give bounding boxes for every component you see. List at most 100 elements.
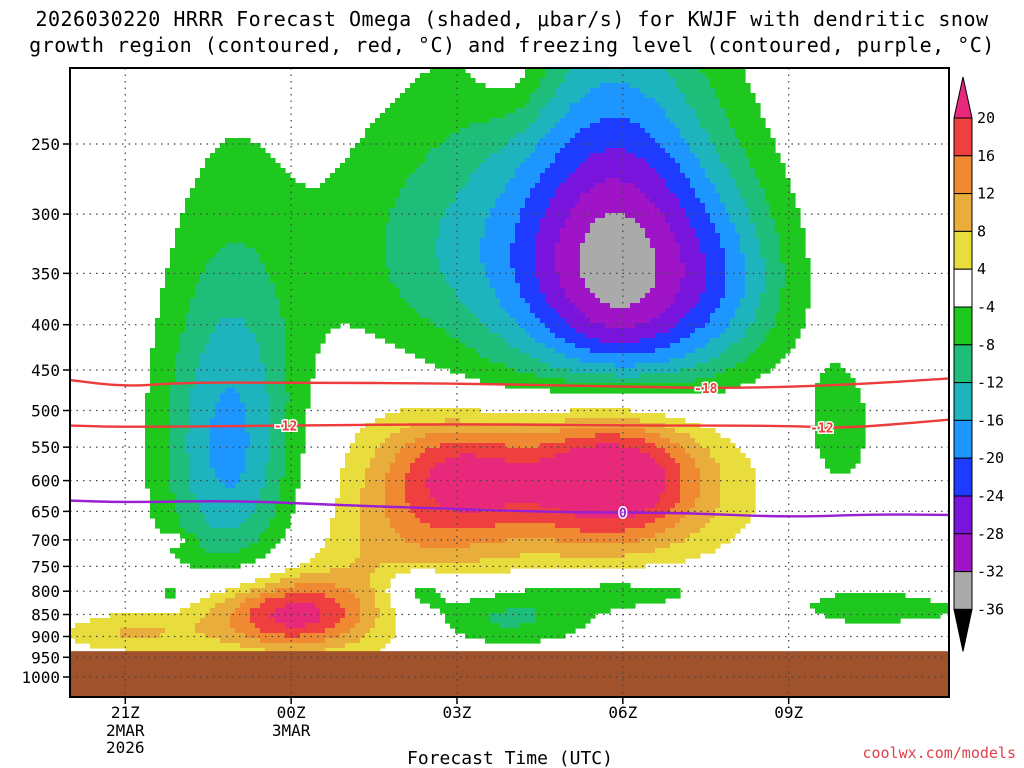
omega-cell [515,198,521,204]
omega-cell [285,233,291,239]
omega-cell [710,248,716,254]
omega-cell [210,218,216,224]
omega-cell [495,278,501,284]
omega-cell [615,173,621,179]
omega-cell [460,238,466,244]
omega-cell [605,143,611,149]
omega-cell [300,183,306,189]
omega-cell [755,153,761,159]
omega-cell [230,228,236,234]
omega-cell [265,253,271,259]
omega-cell [505,88,511,94]
omega-cell [740,283,746,289]
omega-cell [530,93,536,99]
omega-cell [585,88,591,94]
omega-cell [210,173,216,179]
omega-cell [175,303,181,309]
omega-cell [320,283,326,289]
omega-cell [425,138,431,144]
omega-cell [500,223,506,229]
omega-cell [245,228,251,234]
omega-cell [680,228,686,234]
omega-cell [470,158,476,164]
omega-cell [470,218,476,224]
omega-cell [725,98,731,104]
omega-cell [670,133,676,139]
omega-cell [730,73,736,79]
omega-cell [745,258,751,264]
omega-cell [780,233,786,239]
omega-cell [620,263,626,269]
omega-cell [560,243,566,249]
omega-cell [450,288,456,294]
omega-cell [365,178,371,184]
omega-cell [415,83,421,89]
omega-cell [760,213,766,219]
omega-cell [485,178,491,184]
omega-cell [180,258,186,264]
omega-cell [250,208,256,214]
omega-cell [745,193,751,199]
omega-cell [675,293,681,299]
omega-cell [380,118,386,124]
omega-cell [450,228,456,234]
omega-cell [515,158,521,164]
omega-cell [740,73,746,79]
omega-cell [530,148,536,154]
omega-cell [325,193,331,199]
omega-cell [310,188,316,194]
omega-cell [460,263,466,269]
omega-cell [705,228,711,234]
omega-cell [640,73,646,79]
omega-cell [460,288,466,294]
omega-cell [485,183,491,189]
omega-cell [470,263,476,269]
omega-cell [305,223,311,229]
omega-cell [355,158,361,164]
omega-cell [425,198,431,204]
omega-cell [575,223,581,229]
omega-cell [435,203,441,209]
omega-cell [395,253,401,259]
omega-cell [485,148,491,154]
omega-cell [665,158,671,164]
omega-cell [455,83,461,89]
omega-cell [690,268,696,274]
omega-cell [415,223,421,229]
omega-cell [415,268,421,274]
omega-cell [420,268,426,274]
omega-cell [425,278,431,284]
omega-cell [235,278,241,284]
omega-cell [495,263,501,269]
omega-cell [450,198,456,204]
omega-cell [640,283,646,289]
omega-cell [385,173,391,179]
omega-cell [630,173,636,179]
omega-cell [355,288,361,294]
omega-cell [695,73,701,79]
omega-cell [370,243,376,249]
omega-cell [440,218,446,224]
omega-cell [590,243,596,249]
omega-cell [615,233,621,239]
omega-cell [780,243,786,249]
omega-cell [340,243,346,249]
omega-cell [445,303,451,309]
omega-cell [470,273,476,279]
omega-cell [665,203,671,209]
omega-cell [570,173,576,179]
omega-cell [475,148,481,154]
omega-cell [560,153,566,159]
omega-cell [515,283,521,289]
omega-cell [735,203,741,209]
omega-cell [245,178,251,184]
omega-cell [375,298,381,304]
omega-cell [735,148,741,154]
omega-cell [395,263,401,269]
omega-cell [760,298,766,304]
omega-cell [615,258,621,264]
omega-cell [500,253,506,259]
omega-cell [575,293,581,299]
omega-cell [215,218,221,224]
omega-cell [715,223,721,229]
